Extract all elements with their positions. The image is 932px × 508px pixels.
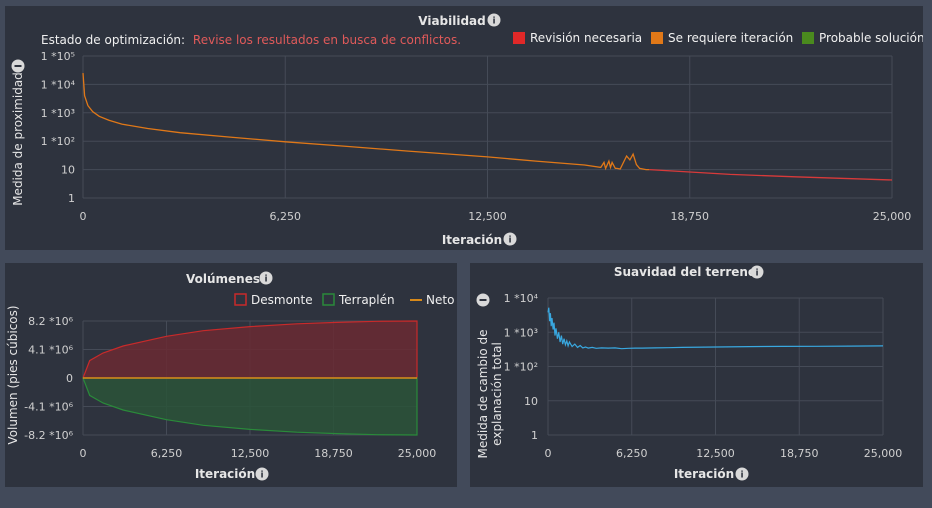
y-tick-label: -8.2 *10⁶ [24, 429, 73, 442]
y-tick-label: -4.1 *10⁶ [24, 401, 73, 414]
svg-text:Estado de optimización:: Estado de optimización: Revise los resul… [41, 33, 461, 47]
legend-swatch [802, 32, 814, 44]
info-icon[interactable]: i [750, 265, 764, 279]
x-tick-label: 12,500 [468, 210, 507, 223]
x-tick-label: 25,000 [398, 447, 437, 460]
legend: Revisión necesaria Se requiere iteración P… [513, 31, 923, 45]
x-tick-label: 12,500 [231, 447, 270, 460]
legend-label: Se requiere iteración [668, 31, 793, 45]
y-tick-label: 10 [61, 164, 75, 177]
legend-swatch [322, 293, 335, 306]
x-axis-label: Iteración [195, 467, 255, 481]
series-line [82, 73, 650, 171]
y-tick-label: 1 *10³ [41, 107, 75, 120]
y-tick-label: 1 [68, 192, 75, 205]
svg-text:i: i [492, 17, 495, 27]
chart-title: Volúmenes [186, 272, 260, 286]
viabilidad-panel: 1 10 1 *10² 1 *10³ 1 *10⁴ 1 *10⁵ 0 6,250 12,500 1… [5, 6, 923, 250]
series-area [82, 377, 418, 436]
legend-swatch [513, 32, 525, 44]
legend-label: Desmonte [251, 293, 313, 307]
legend-swatch [651, 32, 663, 44]
legend-label: Probable solución [819, 31, 923, 45]
y-tick-label: 1 *10⁴ [504, 292, 539, 305]
info-icon[interactable]: i [487, 13, 501, 27]
x-tick-label: 18,750 [314, 447, 353, 460]
series-area [82, 320, 418, 379]
y-tick-label: 4.1 *10⁶ [28, 344, 73, 357]
y-axis-label: Volumen (pies cúbicos) [6, 305, 20, 444]
suavidad-chart: 1 10 1 *10² 1 *10³ 1 *10⁴ 0 6,250 12,500 18,750 2… [476, 265, 903, 481]
y-tick-label: 1 *10² [41, 135, 75, 148]
x-tick-label: 0 [80, 210, 87, 223]
y-axis-label-line-1: Medida de cambio de [476, 329, 490, 458]
legend: Desmonte Terraplén Neto [234, 293, 454, 307]
svg-text:i: i [264, 275, 267, 285]
legend-label: Revisión necesaria [530, 31, 642, 45]
volumenes-chart: 8.2 *10⁶ 4.1 *10⁶ 0 -4.1 *10⁶ -8.2 *10⁶ 0 6,25… [6, 271, 454, 481]
svg-text:i: i [740, 471, 743, 481]
y-tick-label: 10 [524, 395, 538, 408]
legend-label: Terraplén [338, 293, 395, 307]
x-tick-label: 25,000 [864, 447, 903, 460]
x-tick-label: 18,750 [671, 210, 710, 223]
suavidad-panel: 1 10 1 *10² 1 *10³ 1 *10⁴ 0 6,250 12,500 18,750 2… [470, 263, 923, 487]
svg-text:i: i [260, 471, 263, 481]
y-tick-label: 1 *10⁵ [41, 50, 75, 63]
y-tick-label: 1 *10³ [504, 326, 538, 339]
y-tick-label: 1 *10⁴ [41, 78, 76, 91]
y-axis-label: Medida de proximidad [11, 72, 25, 206]
info-icon[interactable]: i [259, 271, 273, 285]
viabilidad-chart: 1 10 1 *10² 1 *10³ 1 *10⁴ 1 *10⁵ 0 6,250 12,500 1… [11, 13, 923, 247]
volumenes-panel: 8.2 *10⁶ 4.1 *10⁶ 0 -4.1 *10⁶ -8.2 *10⁶ 0 6,25… [5, 263, 457, 487]
series-line [649, 168, 893, 181]
info-icon[interactable]: i [255, 467, 269, 481]
svg-text:i: i [755, 269, 758, 279]
status-label: Estado de optimización: [41, 33, 185, 47]
status-value: Revise los resultados en busca de confli… [193, 33, 461, 47]
y-tick-label: 1 [531, 429, 538, 442]
chart-title: Suavidad del terreno [614, 265, 756, 279]
x-tick-label: 6,250 [270, 210, 302, 223]
y-tick-label: 1 *10² [504, 361, 538, 374]
x-tick-label: 6,250 [151, 447, 183, 460]
svg-text:i: i [508, 236, 511, 246]
x-tick-label: 25,000 [873, 210, 912, 223]
chart-title: Viabilidad [418, 14, 486, 28]
x-tick-label: 0 [545, 447, 552, 460]
collapse-icon[interactable] [11, 59, 25, 73]
y-tick-label: 8.2 *10⁶ [28, 315, 73, 328]
x-axis-label: Iteración [442, 233, 502, 247]
collapse-icon[interactable] [476, 293, 490, 307]
info-icon[interactable]: i [735, 467, 749, 481]
series-line [547, 307, 884, 350]
y-tick-label: 0 [66, 372, 73, 385]
x-tick-label: 12,500 [696, 447, 735, 460]
x-tick-label: 6,250 [616, 447, 648, 460]
legend-swatch [234, 293, 247, 306]
info-icon[interactable]: i [503, 232, 517, 246]
x-axis-label: Iteración [674, 467, 734, 481]
x-tick-label: 0 [80, 447, 87, 460]
x-tick-label: 18,750 [780, 447, 819, 460]
legend-label: Neto [426, 293, 454, 307]
y-axis-label-line-2: explanación total [490, 342, 504, 446]
